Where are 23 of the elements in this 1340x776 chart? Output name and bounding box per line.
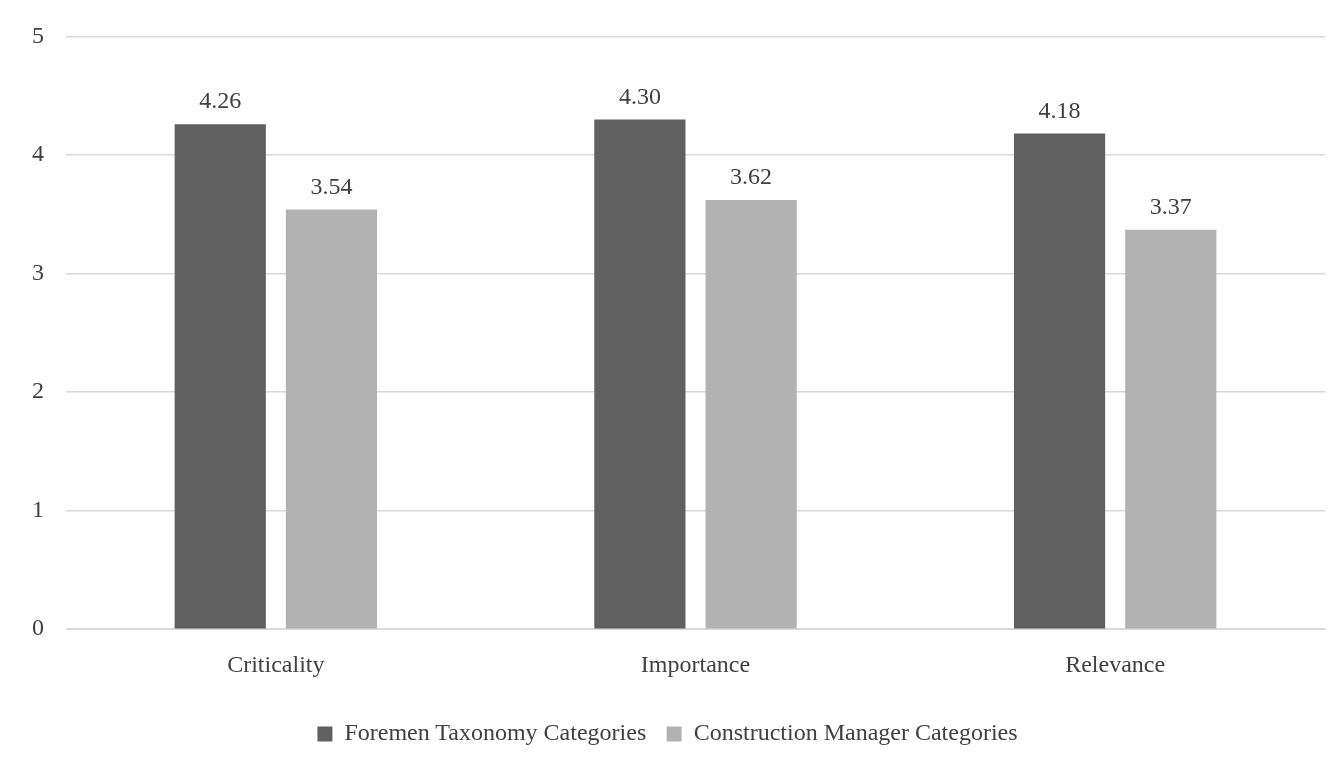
bar bbox=[705, 200, 797, 629]
y-tick-label: 2 bbox=[32, 377, 44, 404]
bar bbox=[1125, 229, 1217, 629]
y-tick-label: 3 bbox=[32, 258, 44, 285]
data-label: 4.26 bbox=[199, 87, 242, 114]
data-label: 4.30 bbox=[618, 82, 661, 109]
data-label: 3.54 bbox=[310, 172, 353, 199]
y-tick-label: 0 bbox=[32, 614, 44, 641]
y-tick-label: 5 bbox=[32, 21, 44, 48]
x-tick-label: Relevance bbox=[1065, 650, 1166, 677]
data-label: 4.18 bbox=[1038, 96, 1081, 123]
bar bbox=[594, 119, 686, 629]
data-label: 3.62 bbox=[730, 163, 773, 190]
legend-label: Construction Manager Categories bbox=[693, 719, 1018, 746]
legend-label: Foremen Taxonomy Categories bbox=[344, 719, 647, 746]
bar bbox=[285, 209, 378, 629]
bar bbox=[174, 124, 266, 629]
bar bbox=[1013, 133, 1106, 629]
x-tick-label: Importance bbox=[640, 650, 751, 677]
y-tick-label: 1 bbox=[32, 495, 44, 522]
x-tick-label: Criticality bbox=[227, 650, 325, 677]
data-label: 3.37 bbox=[1149, 192, 1192, 219]
y-tick-label: 4 bbox=[32, 140, 44, 167]
